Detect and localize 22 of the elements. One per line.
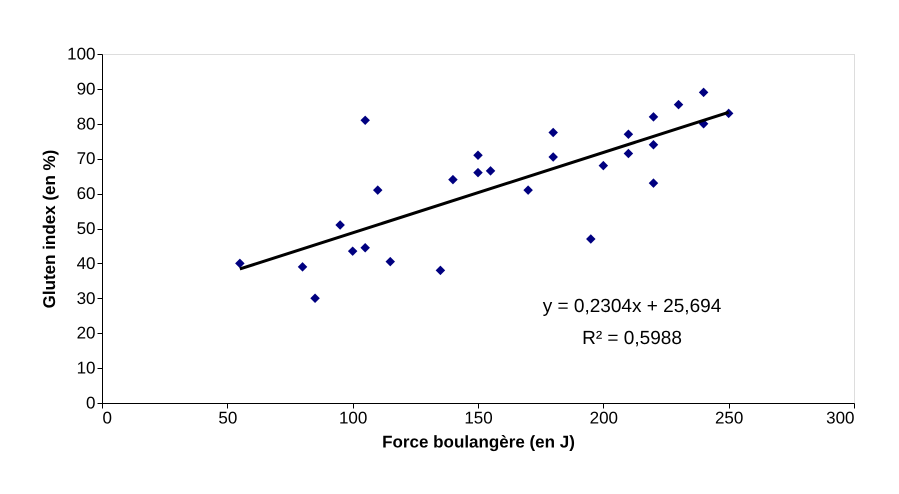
annotation: y = 0,2304x + 25,694	[542, 296, 722, 317]
x-axis-title: Force boulangère (en J)	[382, 432, 575, 452]
y-tick-label: 100	[67, 44, 96, 64]
y-tick-label: 50	[76, 219, 96, 238]
x-tick-label: 100	[338, 408, 368, 428]
y-tick-label: 10	[76, 358, 96, 378]
x-tick-label: 200	[590, 408, 618, 428]
x-tick-label: 150	[464, 408, 493, 428]
x-tick-label: 250	[714, 408, 744, 428]
y-tick-label: 30	[76, 288, 96, 308]
y-tick-label: 80	[76, 114, 96, 134]
x-tick-label: 300	[826, 408, 854, 428]
y-tick-label: 40	[76, 254, 96, 273]
x-tick-label: 50	[218, 408, 238, 428]
y-tick-label: 70	[76, 149, 96, 168]
y-axis-title: Gluten index (en %)	[40, 150, 60, 308]
y-tick-label: 20	[76, 324, 96, 343]
y-tick-label: 60	[76, 184, 96, 204]
annotation: R² = 0,5988	[582, 328, 682, 349]
y-tick-label: 0	[86, 394, 96, 412]
y-tick-label: 90	[76, 79, 96, 98]
x-tick-label: 0	[102, 408, 112, 428]
